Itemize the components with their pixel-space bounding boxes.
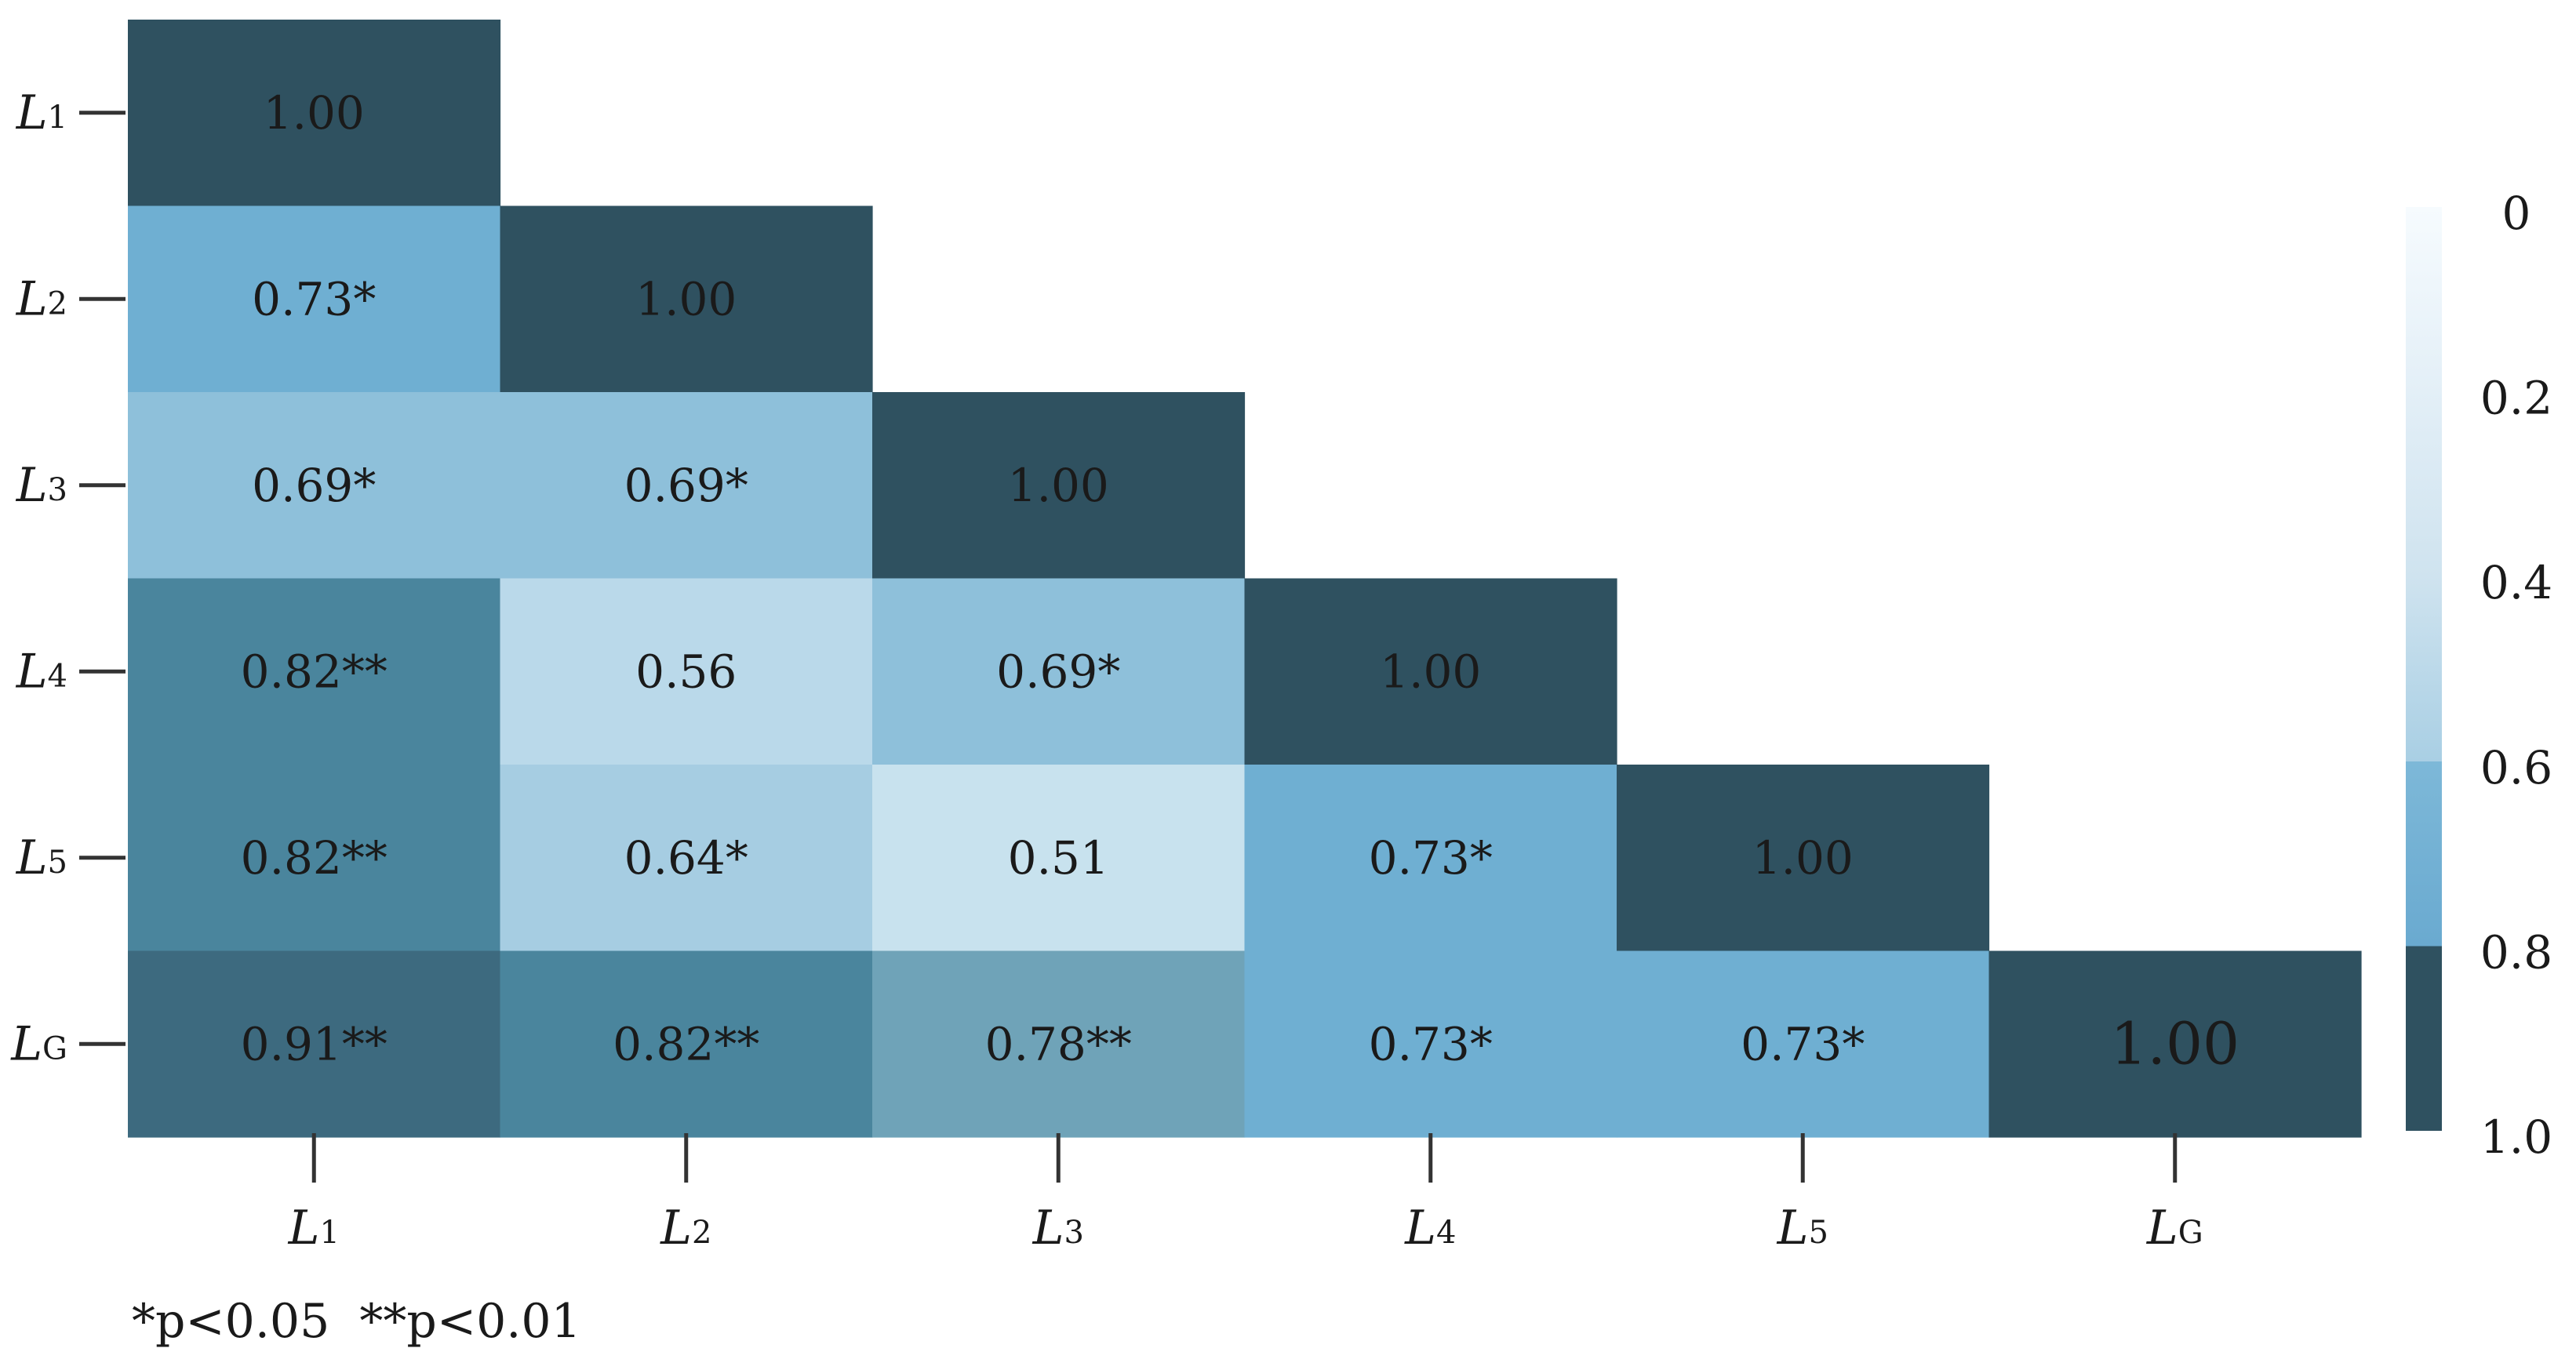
heatmap-cell-5-2 (500, 765, 873, 952)
significance-footnote: *p<0.05 **p<0.01 (132, 1294, 581, 1349)
y-tick-label: LG (10, 1016, 67, 1071)
colorbar-tick-label: 1.0 (2480, 1110, 2552, 1164)
cell-value-label: 1.00 (1380, 645, 1481, 698)
heatmap-cell-5-5 (1617, 765, 1990, 952)
heatmap-cell-4-2 (500, 578, 873, 765)
colorbar: 0 0.2 0.4 0.6 0.8 1.0 (2406, 187, 2552, 1164)
heatmap-cell-3-2 (500, 392, 873, 580)
x-tick-label: L2 (660, 1201, 711, 1256)
colorbar-tick-label: 0.8 (2480, 925, 2552, 979)
heatmap-cell-6-2 (500, 950, 873, 1138)
heatmap-cell-3-1 (128, 392, 501, 580)
cell-value-label: 0.73* (252, 272, 376, 325)
heatmap-cell-4-1 (128, 578, 501, 765)
cell-value-label: 1.00 (2110, 1010, 2239, 1077)
x-tick-label: L1 (288, 1201, 340, 1256)
cell-value-label: 0.78** (985, 1017, 1132, 1070)
colorbar-tick-label: 0.2 (2480, 372, 2552, 425)
colorbar-gradient (2406, 207, 2442, 1131)
x-axis: L1 L2 L3 L4 L5 LG (288, 1133, 2203, 1256)
heatmap-cell-6-5 (1617, 950, 1990, 1138)
cell-value-label: 0.64* (624, 831, 748, 885)
cell-value-label: 0.73* (1741, 1017, 1865, 1070)
cell-value-label: 0.69* (996, 645, 1120, 698)
cell-value-label: 0.82** (241, 645, 387, 698)
cell-value-label: 0.51 (1008, 831, 1109, 885)
cell-value-label: 0.82** (613, 1017, 759, 1070)
cell-value-label: 0.69* (252, 459, 376, 512)
x-tick-label: L4 (1404, 1201, 1456, 1256)
heatmap-cell-5-3 (872, 765, 1246, 952)
cell-labels: 1.00 0.73* 1.00 0.69* 0.69* 1.00 0.82** 0.56 0.6… (241, 86, 2239, 1078)
cell-value-label: 0.73* (1369, 831, 1493, 885)
cell-value-label: 0.56 (635, 645, 737, 698)
heatmap-cell-6-1 (128, 950, 501, 1138)
heatmap-cell-2-1 (128, 205, 501, 393)
y-tick-label: L2 (16, 271, 67, 326)
cell-value-label: 1.00 (635, 272, 737, 325)
colorbar-tick-label: 0.4 (2480, 556, 2552, 609)
heatmap-cell-6-6 (1988, 950, 2362, 1138)
x-tick-label: L5 (1777, 1201, 1828, 1256)
heatmap-cells (128, 20, 2362, 1138)
heatmap-cell-1-1 (128, 20, 501, 207)
heatmap-cell-5-4 (1244, 765, 1617, 952)
cell-value-label: 0.82** (241, 831, 387, 885)
heatmap-cell-4-3 (872, 578, 1246, 765)
cell-value-label: 1.00 (264, 86, 365, 140)
y-tick-label: L3 (16, 458, 67, 513)
cell-value-label: 0.69* (624, 459, 748, 512)
cell-value-label: 0.91** (241, 1017, 387, 1070)
heatmap-cell-2-2 (500, 205, 873, 393)
heatmap-cell-4-4 (1244, 578, 1617, 765)
y-tick-label: L1 (16, 85, 67, 140)
colorbar-tick-label: 0.6 (2480, 741, 2552, 794)
cell-value-label: 1.00 (1008, 459, 1109, 512)
cell-value-label: 1.00 (1752, 831, 1854, 885)
colorbar-tick-label: 0 (2502, 187, 2531, 240)
y-tick-label: L4 (16, 644, 67, 699)
y-tick-label: L5 (16, 830, 67, 885)
heatmap-cell-5-1 (128, 765, 501, 952)
x-tick-label: LG (2146, 1201, 2203, 1256)
x-tick-label: L3 (1032, 1201, 1084, 1256)
heatmap-cell-6-3 (872, 950, 1246, 1138)
heatmap-cell-6-4 (1244, 950, 1617, 1138)
y-axis: L1 L2 L3 L4 L5 LG (10, 85, 126, 1071)
cell-value-label: 0.73* (1369, 1017, 1493, 1070)
heatmap-cell-3-3 (872, 392, 1246, 580)
